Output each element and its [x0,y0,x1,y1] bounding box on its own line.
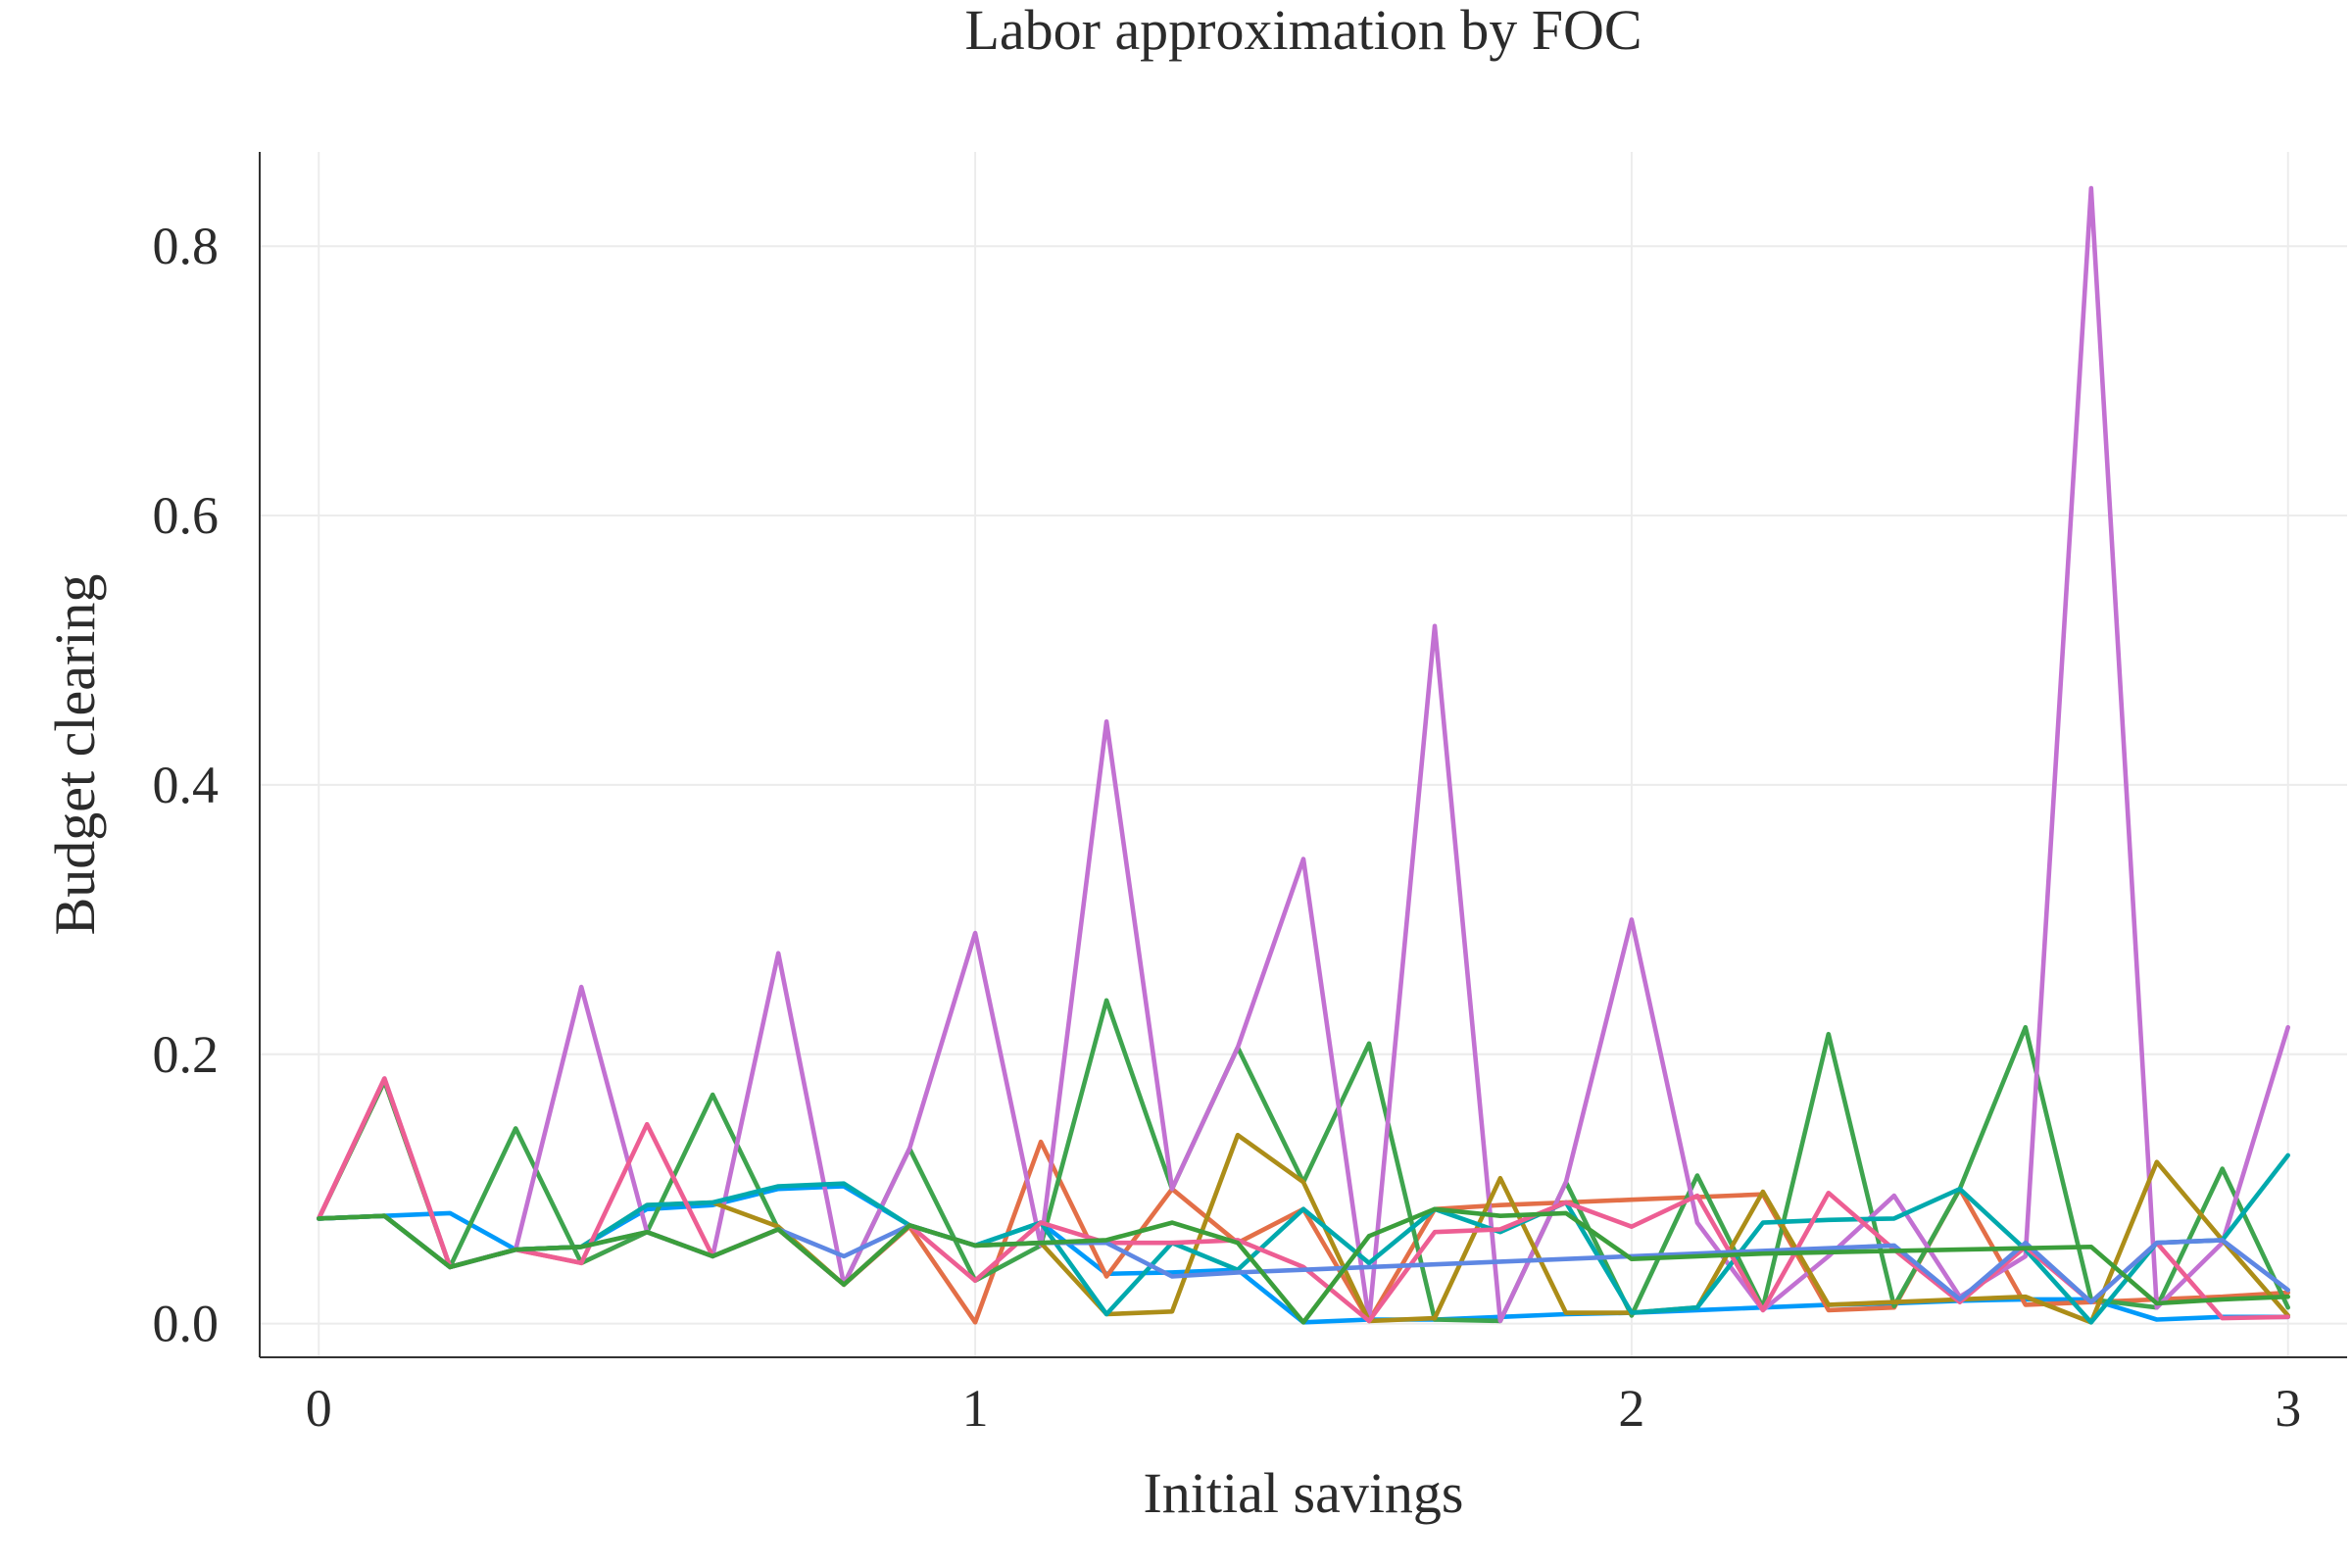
x-tick-label: 0 [306,1379,332,1438]
x-tick-label: 3 [2275,1379,2301,1438]
y-axis-label: Budget clearing [43,574,107,936]
series-group [316,185,2290,1325]
x-tick-labels: 0 1 2 3 [306,1379,2301,1438]
chart-title: Labor approximation by FOC [964,0,1642,62]
y-tick-label: 0.0 [153,1295,220,1353]
series-line-y9 [316,1206,2290,1325]
x-tick-label: 2 [1618,1379,1644,1438]
series-line-y1 [316,1184,2290,1325]
series-line-y6 [316,1152,2290,1325]
y-tick-labels: 0.0 0.2 0.4 0.6 0.8 [153,217,220,1352]
y-tick-label: 0.6 [153,486,220,545]
grid [260,152,2347,1357]
y-tick-label: 0.2 [153,1025,220,1084]
series-line-y7 [316,1076,2290,1324]
series-line-y4 [316,185,2290,1324]
x-axis-label: Initial savings [1143,1461,1463,1525]
axes [259,152,2347,1358]
y-tick-label: 0.4 [153,756,220,814]
x-tick-label: 1 [962,1379,989,1438]
y-tick-label: 0.8 [153,217,220,275]
